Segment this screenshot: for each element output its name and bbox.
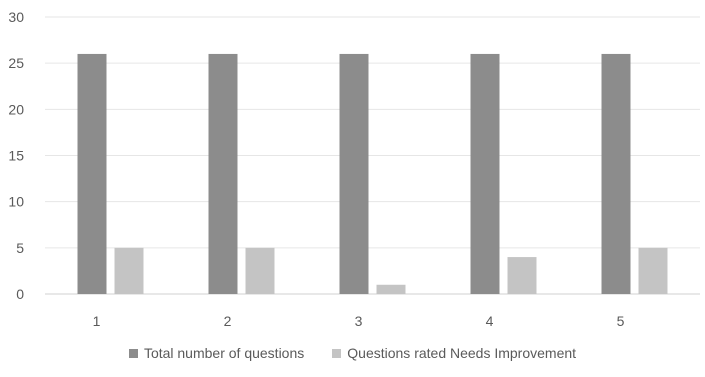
x-tick-label: 2: [224, 313, 232, 329]
legend-label-total: Total number of questions: [143, 345, 305, 361]
legend-item-needs-improvement: Questions rated Needs Improvement: [332, 345, 576, 361]
bar-total: [77, 53, 107, 294]
y-tick-label: 25: [8, 55, 24, 71]
legend-label-needs-improvement: Questions rated Needs Improvement: [347, 345, 577, 361]
x-tick-label: 3: [355, 313, 363, 329]
legend-swatch-needs-improvement: [332, 348, 342, 358]
y-tick-label: 5: [16, 240, 24, 256]
bar-needs-improvement: [114, 247, 144, 294]
y-tick-label: 0: [16, 286, 24, 302]
bar-total: [208, 53, 238, 294]
x-tick-label: 1: [93, 313, 101, 329]
y-tick-label: 30: [8, 9, 24, 25]
legend: Total number of questions Questions rate…: [0, 345, 705, 361]
bar-needs-improvement: [376, 284, 406, 294]
bar-needs-improvement: [638, 247, 668, 294]
bar-needs-improvement: [245, 247, 275, 294]
bar-needs-improvement: [507, 257, 537, 294]
chart-plot: 0 5 10 15 20 25 30 1 2 3 4 5: [8, 9, 700, 329]
legend-item-total: Total number of questions: [128, 345, 305, 361]
x-tick-label: 4: [486, 313, 494, 329]
bar-total: [470, 53, 500, 294]
legend-swatch-total: [128, 348, 138, 358]
bar-total: [601, 53, 631, 294]
y-tick-label: 10: [8, 194, 24, 210]
y-tick-label: 15: [8, 148, 24, 164]
x-tick-label: 5: [617, 313, 625, 329]
bar-total: [339, 53, 369, 294]
y-tick-label: 20: [8, 101, 24, 117]
